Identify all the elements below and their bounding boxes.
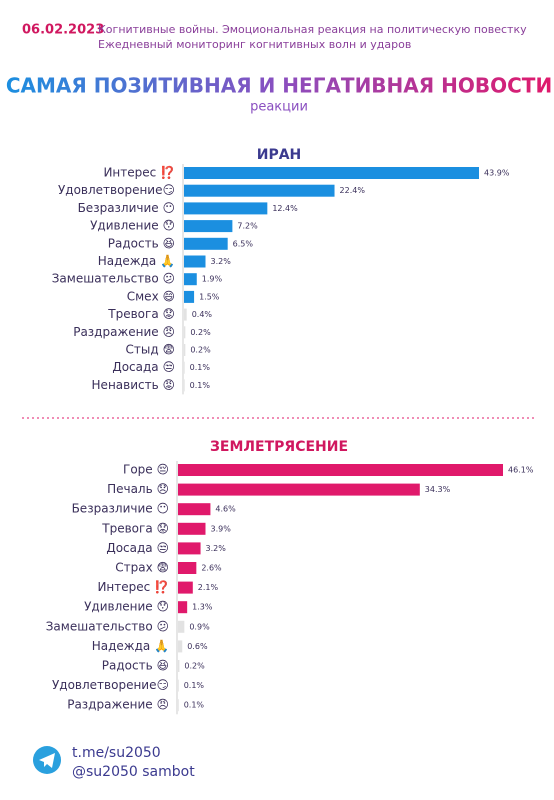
bar bbox=[184, 184, 335, 197]
value-label: 43.9% bbox=[484, 169, 510, 178]
category-label: Досада 😒 bbox=[106, 541, 169, 555]
bar bbox=[178, 483, 420, 496]
value-label: 12.4% bbox=[272, 204, 298, 213]
category-label: Смех 😄 bbox=[127, 289, 175, 303]
bar bbox=[178, 699, 179, 712]
category-label: Радость 😆 bbox=[102, 659, 169, 673]
value-label: 6.5% bbox=[233, 239, 254, 248]
value-label: 34.3% bbox=[425, 485, 451, 494]
subtitle: реакции bbox=[250, 100, 308, 115]
category-label: Удовлетворение😏 bbox=[52, 678, 169, 692]
value-label: 1.5% bbox=[199, 292, 220, 301]
bar bbox=[184, 220, 233, 233]
value-label: 0.1% bbox=[190, 381, 211, 390]
category-label: Ненависть 😡 bbox=[92, 378, 175, 392]
value-label: 0.4% bbox=[192, 310, 213, 319]
category-label: Раздражение 😠 bbox=[67, 698, 169, 712]
category-label: Горе 😔 bbox=[123, 463, 169, 477]
value-label: 2.1% bbox=[198, 583, 219, 592]
header-line: Ежедневный мониторинг когнитивных волн и… bbox=[98, 38, 411, 51]
category-label: Надежда 🙏 bbox=[92, 639, 169, 653]
value-label: 2.6% bbox=[201, 564, 222, 573]
bar bbox=[184, 202, 268, 215]
bar bbox=[184, 326, 186, 339]
category-label: Тревога 😟 bbox=[107, 307, 175, 321]
value-label: 4.6% bbox=[215, 505, 236, 514]
bar bbox=[178, 562, 197, 574]
header-line: Когнитивные войны. Эмоциональная реакция… bbox=[98, 23, 527, 36]
category-label: Стыд 😨 bbox=[126, 343, 175, 357]
bar bbox=[184, 237, 228, 250]
bar bbox=[184, 273, 197, 286]
chart-title: ИРАН bbox=[257, 147, 302, 163]
category-label: Безразличие 😶 bbox=[78, 201, 175, 215]
value-label: 0.2% bbox=[190, 328, 211, 337]
category-label: Удивление 😯 bbox=[84, 600, 169, 614]
bar bbox=[184, 379, 185, 392]
category-label: Интерес ⁉️ bbox=[103, 166, 175, 180]
bar bbox=[178, 679, 179, 692]
title: САМАЯ ПОЗИТИВНАЯ И НЕГАТИВНАЯ НОВОСТИ bbox=[6, 74, 552, 98]
bar bbox=[184, 361, 185, 374]
bar bbox=[184, 167, 479, 179]
bar bbox=[184, 255, 206, 268]
value-label: 46.1% bbox=[508, 466, 534, 475]
bar bbox=[178, 542, 201, 555]
category-label: Интерес ⁉️ bbox=[97, 580, 169, 594]
value-label: 3.2% bbox=[211, 257, 232, 266]
footer-link: t.me/su2050 bbox=[72, 745, 161, 761]
category-label: Удивление 😯 bbox=[90, 219, 175, 233]
category-label: Замешательство 😕 bbox=[52, 272, 175, 286]
value-label: 0.1% bbox=[184, 701, 205, 710]
value-label: 0.6% bbox=[187, 642, 208, 651]
category-label: Страх 😨 bbox=[115, 561, 169, 575]
category-label: Раздражение 😠 bbox=[73, 325, 175, 339]
footer-bot: @su2050 sambot bbox=[72, 764, 195, 780]
bar bbox=[178, 522, 206, 535]
bar bbox=[178, 503, 211, 516]
bar bbox=[178, 464, 503, 476]
category-label: Печаль 😞 bbox=[107, 482, 169, 496]
category-label: Замешательство 😕 bbox=[46, 619, 169, 633]
chart-title: ЗЕМЛЕТРЯСЕНИЕ bbox=[210, 439, 348, 455]
bar bbox=[184, 290, 195, 303]
bar bbox=[184, 344, 186, 356]
value-label: 1.3% bbox=[192, 603, 213, 612]
value-label: 0.1% bbox=[184, 681, 205, 690]
category-label: Радость 😆 bbox=[108, 236, 175, 250]
date: 06.02.2023 bbox=[22, 23, 104, 38]
value-label: 0.2% bbox=[190, 346, 211, 355]
category-label: Досада 😒 bbox=[112, 360, 175, 374]
category-label: Удовлетворение😏 bbox=[58, 183, 175, 197]
value-label: 0.2% bbox=[184, 662, 205, 671]
bar bbox=[178, 581, 193, 594]
telegram-plane bbox=[39, 753, 55, 768]
value-label: 0.9% bbox=[189, 622, 210, 631]
bar bbox=[178, 601, 188, 614]
value-label: 3.2% bbox=[206, 544, 227, 553]
category-label: Безразличие 😶 bbox=[72, 502, 169, 516]
bar bbox=[178, 660, 180, 672]
value-label: 7.2% bbox=[237, 222, 258, 231]
value-label: 1.9% bbox=[202, 275, 223, 284]
bar bbox=[178, 620, 185, 633]
bar bbox=[178, 640, 183, 653]
value-label: 0.1% bbox=[190, 363, 211, 372]
category-label: Надежда 🙏 bbox=[98, 254, 175, 268]
value-label: 3.9% bbox=[210, 524, 231, 533]
category-label: Тревога 😟 bbox=[101, 521, 169, 535]
bar bbox=[184, 308, 187, 321]
value-label: 22.4% bbox=[340, 186, 366, 195]
